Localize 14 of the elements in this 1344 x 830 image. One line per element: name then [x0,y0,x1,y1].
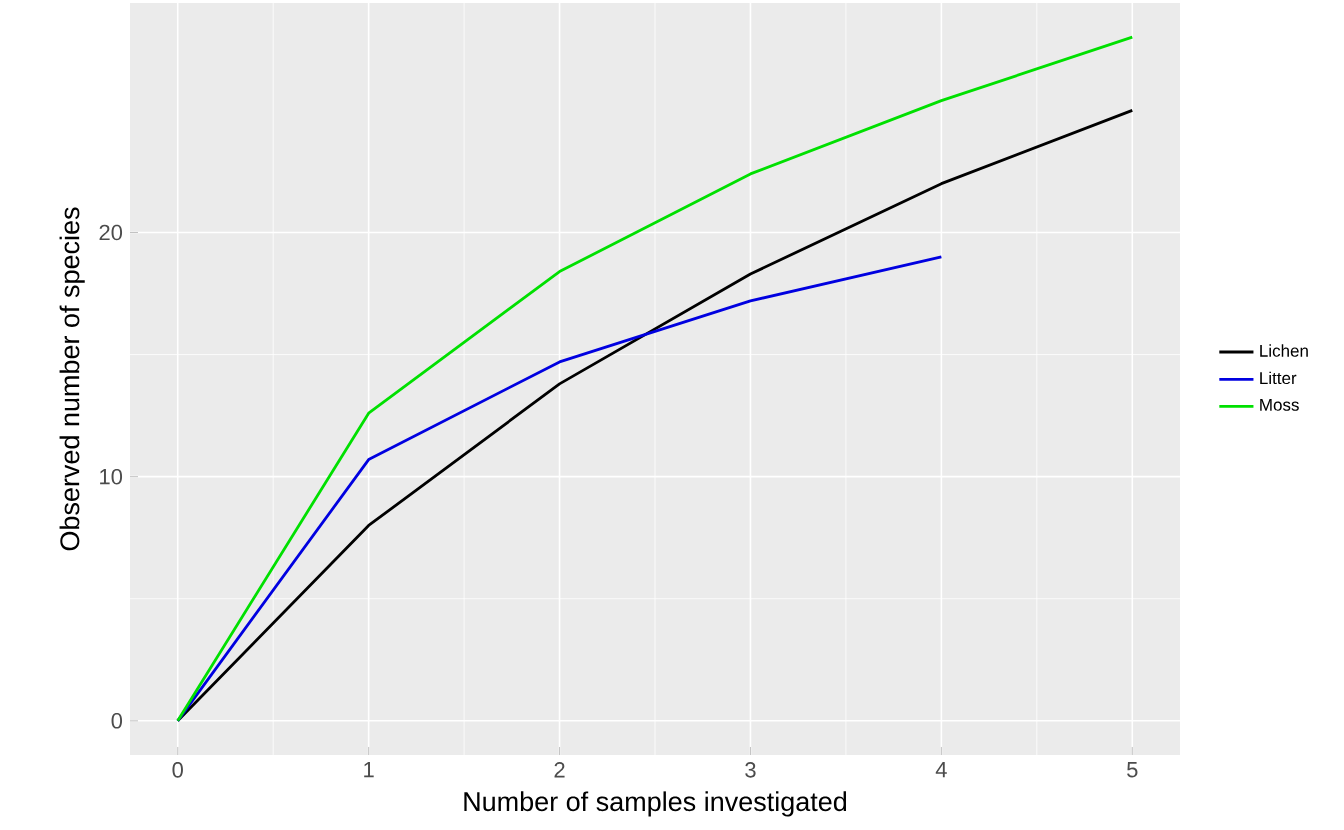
x-tick-label: 0 [172,762,183,778]
y-tick-label: 20 [99,224,123,241]
y-tick-label: 10 [100,468,123,485]
x-tick-label: 2 [554,762,565,778]
legend-label: Lichen [1260,344,1308,357]
x-tick-label: 3 [745,762,756,778]
x-tick-label: 5 [1127,762,1138,778]
x-tick-label: 1 [364,762,374,778]
legend-label: Moss [1260,398,1299,411]
legend-label: Litter [1260,371,1297,385]
x-tick-label: 4 [935,762,947,778]
y-axis-title: Observed number of species [59,207,85,551]
x-axis-title: Number of samples investigated [464,791,847,817]
y-tick-label: 0 [111,713,123,729]
